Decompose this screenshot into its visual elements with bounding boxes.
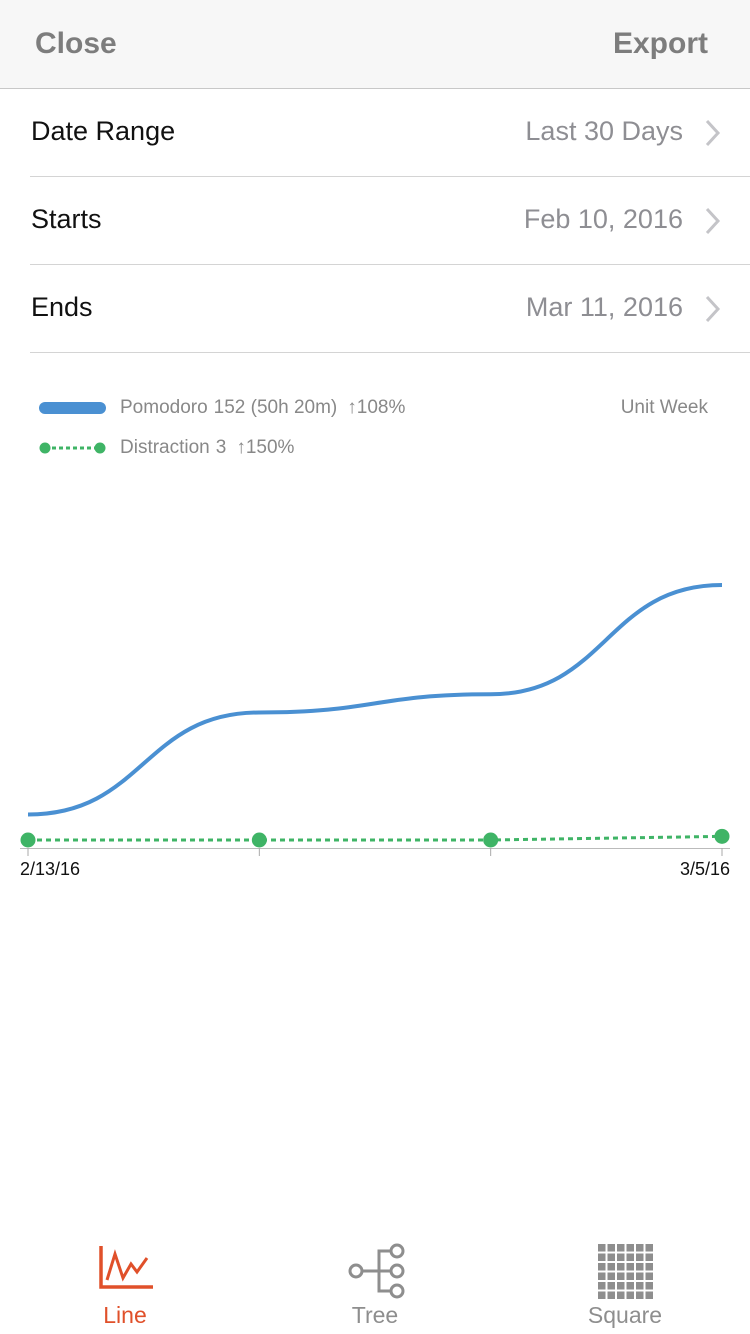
tab-bar: Line Tree Square [99,1243,662,1328]
legend-swatch-dot [39,442,51,454]
tab-icon [389,1243,405,1259]
settings-row[interactable]: Starts Feb 10, 2016 [30,204,750,265]
tab-icon [348,1263,364,1279]
tab-icon [598,1272,606,1280]
chevron [705,207,721,235]
tab-icon [626,1291,634,1299]
tab-icon [645,1282,653,1290]
legend-summary: 3 [216,437,227,458]
tab-icon [598,1244,606,1252]
tab-icon [626,1263,634,1271]
tab-icon [617,1272,625,1280]
legend-summary: 152 (50h 20m) [214,397,338,418]
tab-icon [636,1282,644,1290]
legend-swatch-dot [94,442,106,454]
tab-icon [617,1263,625,1271]
tab-icon [598,1263,606,1271]
row-label: Starts [31,204,102,234]
tab-icon [607,1263,615,1271]
tab-icon [617,1253,625,1261]
settings-row[interactable]: Ends Mar 11, 2016 [30,292,750,353]
tab-icon [626,1282,634,1290]
tab-icon [617,1282,625,1290]
tab-icon [607,1244,615,1252]
tab-icon [645,1263,653,1271]
row-value: Feb 10, 2016 [524,204,683,234]
close-button[interactable]: Close [35,27,117,60]
data-point [714,828,730,844]
tab-icon [626,1244,634,1252]
tab-icon [645,1244,653,1252]
tab-icon [636,1272,644,1280]
series-line [27,583,723,817]
tab-icon [607,1291,615,1299]
tab-label: Line [103,1302,146,1328]
legend-change: ↑108% [347,397,405,418]
legend-change: ↑150% [236,437,294,458]
tab-icon [598,1282,606,1290]
series-line [28,834,723,842]
tab-icon [626,1272,634,1280]
chart: Unit Week Pomodoro 152 (50h 20m) ↑108% Distr… [20,397,730,879]
tab-icon [607,1282,615,1290]
x-tick-label: 2/13/16 [20,859,80,879]
tab-icon [607,1253,615,1261]
legend-name: Distraction [120,437,210,458]
tab-icon [598,1253,606,1261]
settings-row[interactable]: Date Range Last 30 Days [30,116,750,177]
data-point [20,832,36,848]
settings-list: Date Range Last 30 Days Starts Feb 10, 2016… [30,116,750,353]
tab-icon [362,1249,391,1293]
tab-item[interactable]: Square [588,1244,662,1328]
tab-icon [617,1291,625,1299]
unit-label: Unit Week [621,397,709,418]
tab-icon [636,1244,644,1252]
row-value: Mar 11, 2016 [526,292,683,322]
tab-icon [636,1263,644,1271]
tab-icon [645,1253,653,1261]
tab-icon [607,1272,615,1280]
legend-entry: Distraction 3 ↑150% [120,437,295,458]
tab-icon [636,1291,644,1299]
tab-icon [626,1253,634,1261]
tab-icon [389,1283,405,1299]
tab-label: Tree [352,1302,398,1328]
tab-icon [636,1253,644,1261]
x-tick-label: 3/5/16 [680,859,730,879]
tab-label: Square [588,1302,662,1328]
chevron [705,295,721,323]
row-label: Ends [31,292,93,322]
tab-icon [99,1246,153,1289]
tab-icon [645,1291,653,1299]
tab-icon [598,1291,606,1299]
chevron [705,119,721,147]
legend-name: Pomodoro [120,397,208,418]
data-point [483,832,499,848]
tab-item[interactable]: Line [99,1246,153,1328]
tab-icon [645,1272,653,1280]
row-label: Date Range [31,116,175,146]
data-point [251,832,267,848]
row-value: Last 30 Days [525,116,683,146]
export-button[interactable]: Export [613,27,708,60]
tab-icon [105,1249,149,1282]
tab-item[interactable]: Tree [348,1243,405,1328]
tab-icon [617,1244,625,1252]
tab-icon [389,1263,405,1279]
nav-bar [0,0,750,88]
legend-entry: Pomodoro 152 (50h 20m) ↑108% [120,397,405,418]
